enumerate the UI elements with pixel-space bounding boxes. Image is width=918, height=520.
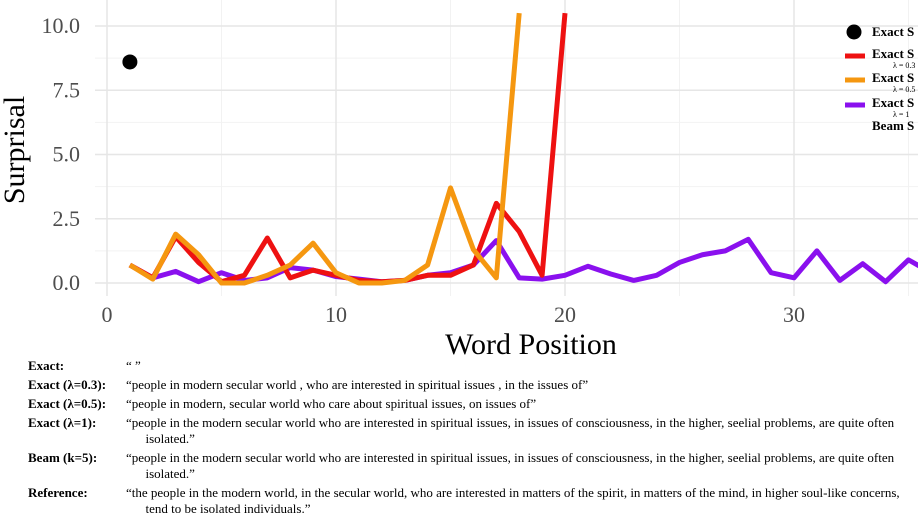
y-tick-label: 5.0 (53, 142, 81, 167)
legend-label: Beam S (872, 118, 914, 133)
series-layer (122, 12, 918, 286)
legend-sublabel: λ = 0.3 (893, 61, 915, 70)
caption-label: Reference: (28, 485, 88, 500)
legend-key-point (846, 24, 862, 40)
caption-row: Exact: “ ” (28, 358, 908, 374)
caption-row: Exact (λ=1): “people in the modern secula… (28, 415, 908, 447)
caption-label: Exact: (28, 358, 65, 373)
exact-point (122, 54, 138, 70)
legend-label: Exact S (872, 70, 914, 85)
caption-text: “people in the modern secular world who … (126, 415, 895, 446)
caption-row: Exact (λ=0.3): “people in modern secular … (28, 377, 908, 393)
caption-text: “the people in the modern world, in the … (126, 485, 900, 516)
caption-row: Reference: “the people in the modern worl… (28, 485, 908, 517)
caption-label: Exact (λ=0.5): (28, 396, 107, 411)
surprisal-chart: 0.0 2.5 5.0 7.5 10.0 0 10 20 30 Word Position S… (0, 0, 918, 358)
y-axis-title: Surprisal (0, 96, 31, 204)
y-tick-label: 7.5 (53, 77, 81, 102)
caption-row: Beam (k=5): “people in the modern secular… (28, 450, 908, 482)
x-tick-label: 30 (783, 302, 805, 327)
caption-label: Exact (λ=0.3): (28, 377, 107, 392)
legend-sublabel: λ = 1 (893, 110, 909, 119)
legend-label: Exact S (872, 24, 914, 39)
caption-text: “people in modern secular world , who ar… (126, 377, 589, 392)
caption-label: Exact (λ=1): (28, 415, 97, 430)
x-tick-label: 20 (554, 302, 576, 327)
series-line-2 (128, 12, 522, 286)
caption-text: “ ” (126, 358, 141, 373)
x-tick-labels: 0 10 20 30 (102, 302, 806, 327)
legend-label: Exact S (872, 95, 914, 110)
caption-row: Exact (λ=0.5): “people in modern, secular… (28, 396, 908, 412)
y-tick-label: 10.0 (42, 13, 81, 38)
x-tick-label: 0 (102, 302, 113, 327)
y-tick-label: 0.0 (53, 270, 81, 295)
y-tick-label: 2.5 (53, 206, 81, 231)
x-tick-label: 10 (325, 302, 347, 327)
caption-label: Beam (k=5): (28, 450, 98, 465)
x-axis-title: Word Position (445, 328, 617, 358)
y-tick-labels: 0.0 2.5 5.0 7.5 10.0 (42, 13, 81, 295)
caption-text: “people in modern, secular world who car… (126, 396, 537, 411)
legend-sublabel: λ = 0.5 (893, 85, 915, 94)
caption-text: “people in the modern secular world who … (126, 450, 895, 481)
legend-label: Exact S (872, 46, 914, 61)
output-captions: Exact: “ ” Exact (λ=0.3): “people in modern… (28, 358, 908, 520)
